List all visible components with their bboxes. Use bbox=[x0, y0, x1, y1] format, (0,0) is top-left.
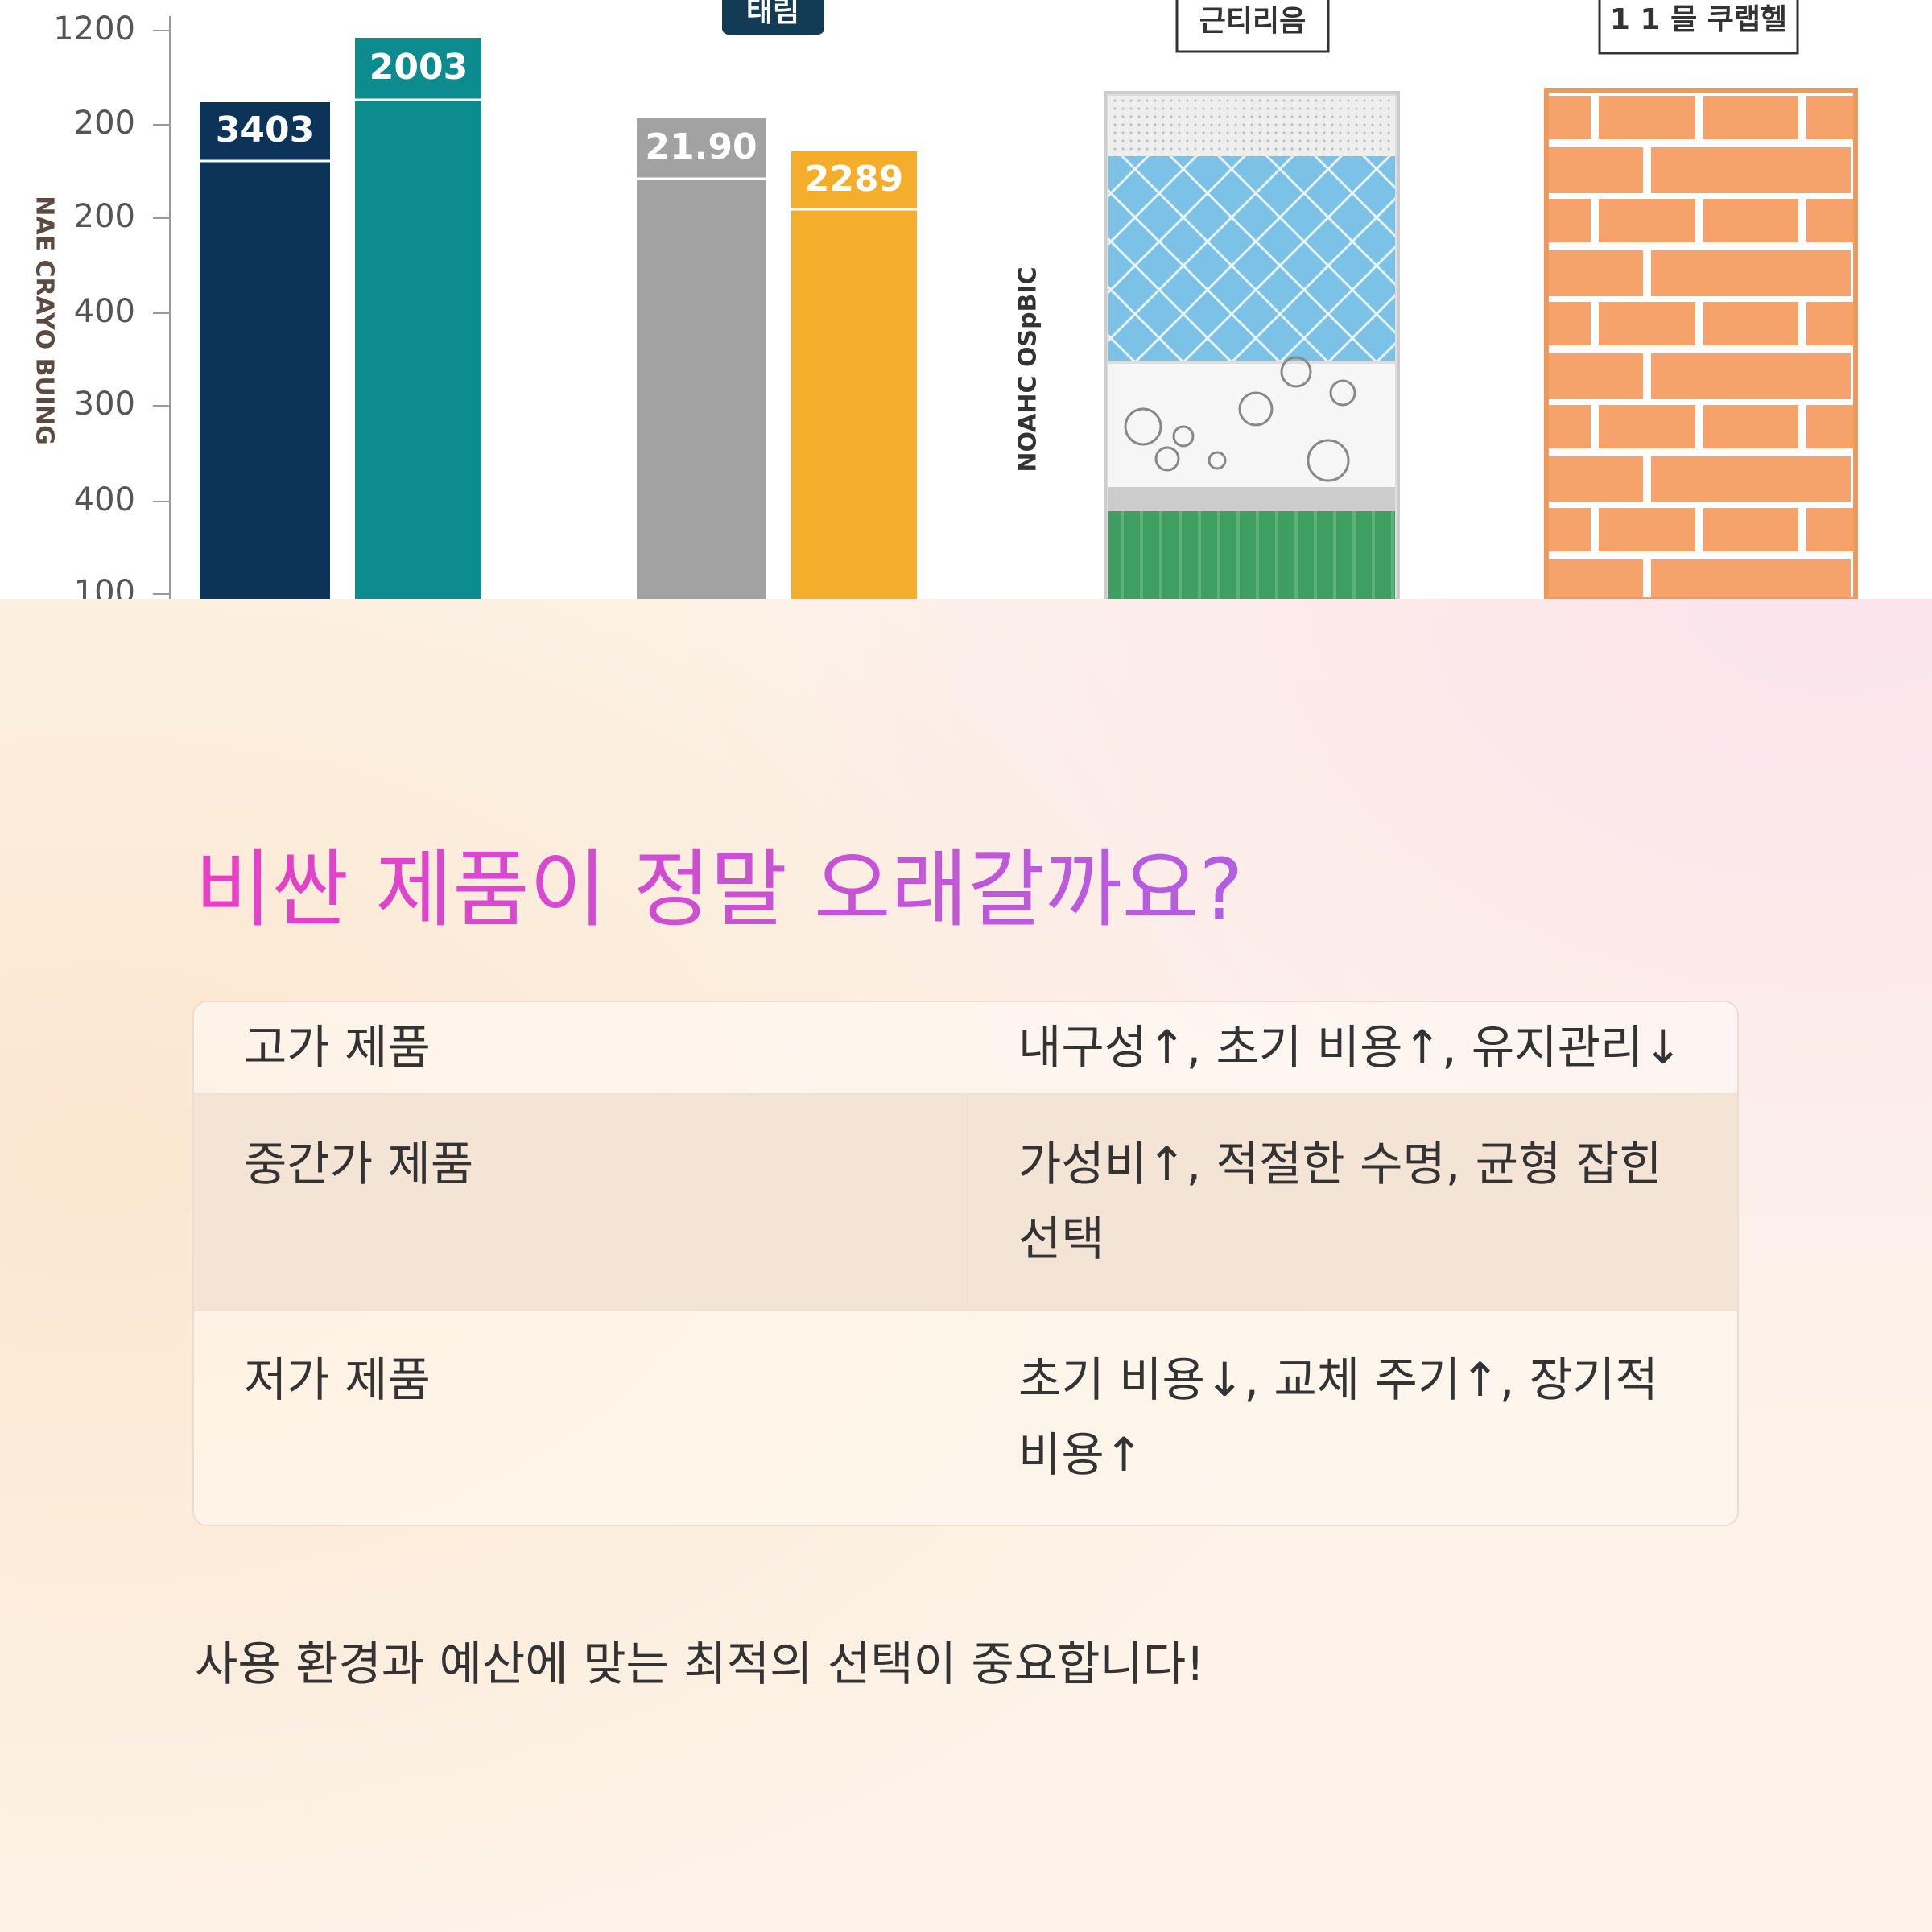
table-row: 저가 제품 초기 비용↓, 교체 주기↑, 장기적 비용↑ bbox=[194, 1309, 1737, 1525]
table-cell: 고가 제품 bbox=[194, 1002, 968, 1093]
tick-label: 200 bbox=[74, 198, 135, 235]
panel-label: 1 1 믈 쿠랩헬 bbox=[1610, 3, 1787, 36]
tick-label: 400 bbox=[74, 481, 135, 518]
panel-tag bbox=[1598, 0, 1799, 55]
table-cell: 저가 제품 bbox=[194, 1309, 968, 1525]
brick-wall bbox=[1544, 88, 1858, 599]
layer bbox=[1108, 96, 1395, 156]
bar-label: 3403 bbox=[216, 109, 314, 151]
panel-label: 태림 bbox=[746, 0, 799, 28]
heading: 비싼 제품이 정말 오래갈까요? bbox=[195, 821, 1244, 943]
bar bbox=[355, 38, 481, 599]
bar-label: 2289 bbox=[805, 159, 903, 200]
bar-label: 2003 bbox=[369, 47, 468, 88]
panel-tag bbox=[722, 0, 824, 35]
table-cell: 가성비↑, 적절한 수명, 균형 잡힌 선택 bbox=[968, 1093, 1737, 1309]
pebbles bbox=[1124, 356, 1356, 482]
panel-label: 근티리음 bbox=[1199, 5, 1306, 38]
panel-tag bbox=[1175, 0, 1330, 53]
bar-label: 21.90 bbox=[645, 126, 757, 167]
y-axis-title: NAE CRAYO BUING bbox=[31, 196, 59, 444]
bar bbox=[791, 151, 917, 599]
comparison-table: 고가 제품 내구성↑, 초기 비용↑, 유지관리↓ 중간가 제품 가성비↑, 적절한 … bbox=[192, 1001, 1739, 1526]
table-cell: 중간가 제품 bbox=[194, 1093, 968, 1309]
tick-label: 400 bbox=[74, 293, 135, 330]
footer-text: 사용 환경과 예산에 맞는 최적의 선택이 중요합니다! bbox=[195, 1637, 1205, 1691]
tick-label: 200 bbox=[74, 105, 135, 142]
side-label: NOAHC OSpBIC bbox=[1014, 266, 1042, 472]
tick-label: 1200 bbox=[53, 10, 135, 47]
layer bbox=[1108, 511, 1395, 599]
layer bbox=[1108, 487, 1395, 511]
table-cell: 초기 비용↓, 교체 주기↑, 장기적 비용↑ bbox=[968, 1309, 1737, 1525]
table-row: 중간가 제품 가성비↑, 적절한 수명, 균형 잡힌 선택 bbox=[194, 1093, 1737, 1309]
bar bbox=[200, 102, 330, 599]
bar bbox=[637, 118, 766, 599]
illustration: NAE CRAYO BUING 1200 200 200 400 300 400 100 3… bbox=[0, 0, 1932, 599]
tick-label: 100 bbox=[74, 574, 135, 599]
layer bbox=[1108, 156, 1395, 361]
tick-label: 300 bbox=[74, 386, 135, 423]
table-row: 고가 제품 내구성↑, 초기 비용↑, 유지관리↓ bbox=[194, 1002, 1737, 1093]
table-cell: 내구성↑, 초기 비용↑, 유지관리↓ bbox=[968, 1002, 1737, 1093]
